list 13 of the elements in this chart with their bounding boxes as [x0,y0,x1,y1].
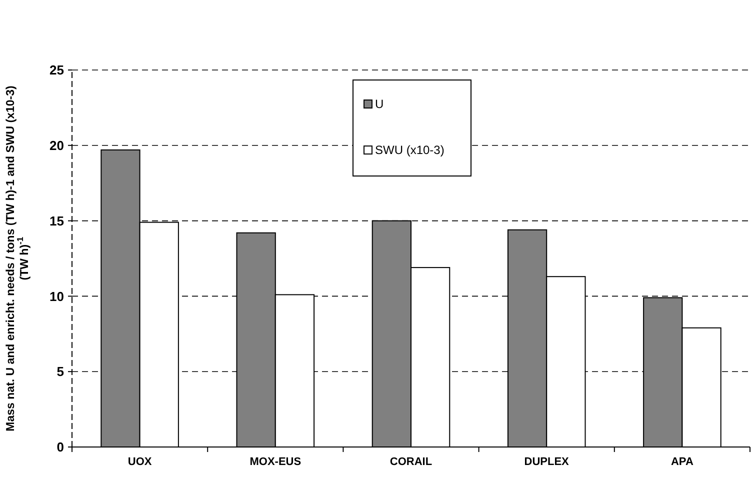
legend-label: SWU (x10-3) [375,143,444,158]
x-tick-label: APA [670,456,694,468]
y-tick-label: 25 [50,62,64,78]
y-tick-label: 20 [50,138,64,153]
y-tick-label: 10 [50,288,64,304]
legend-label: U [375,97,384,112]
y-tick-label: 15 [50,213,64,228]
y-tick-label: 5 [56,364,64,380]
y-tick-label: 0 [56,440,64,455]
x-tick-label: MOX-EUS [250,456,302,468]
x-tick-label: UOX [128,456,152,468]
x-tick-label: DUPLEX [524,456,570,468]
x-tick-label: CORAIL [390,456,432,468]
